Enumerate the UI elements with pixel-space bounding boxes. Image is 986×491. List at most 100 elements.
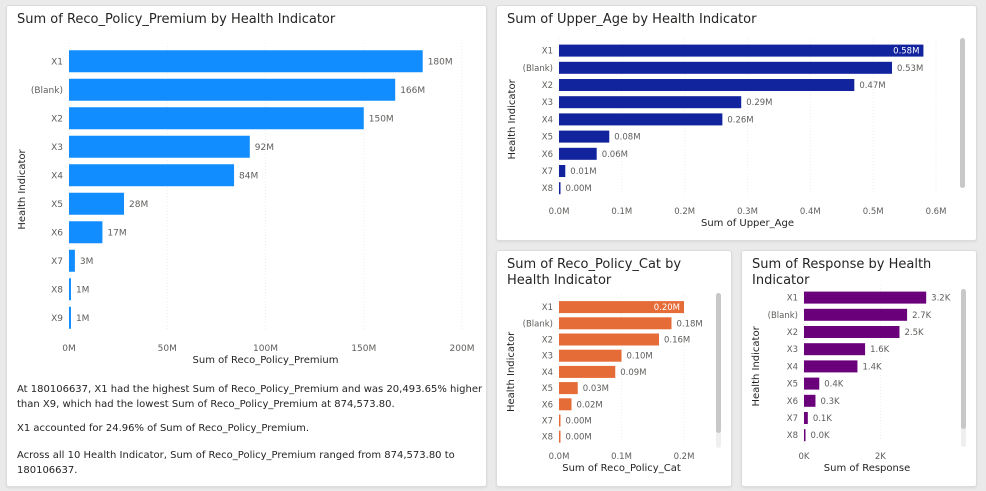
bar[interactable] xyxy=(559,365,616,378)
bar[interactable] xyxy=(69,306,71,329)
response-chart-title: Sum of Response by Health Indicator xyxy=(752,257,932,288)
bar[interactable] xyxy=(559,301,684,314)
bar[interactable] xyxy=(559,61,893,74)
data-label: 0.47M xyxy=(859,81,885,91)
data-label: 0.20M xyxy=(654,303,680,313)
category-label: (Blank) xyxy=(31,86,63,96)
category-label: X7 xyxy=(51,257,63,267)
category-label: X7 xyxy=(787,414,798,424)
category-label: X2 xyxy=(542,336,553,346)
bar[interactable] xyxy=(69,78,396,101)
policy-cat-bar-chart[interactable]: X1 0.20M (Blank) 0.18M X2 0.16M X3 0.10M X4 0.09M… xyxy=(497,251,732,487)
category-label: X3 xyxy=(542,98,553,108)
data-label: 0.02M xyxy=(577,400,603,410)
bar[interactable] xyxy=(559,317,672,330)
bar[interactable] xyxy=(69,249,75,272)
bar[interactable] xyxy=(804,343,866,356)
x-tick-label: 2K xyxy=(875,452,886,462)
category-label: X4 xyxy=(542,115,553,125)
premium-visual-card[interactable]: Sum of Reco_Policy_Premium by Health Ind… xyxy=(6,5,487,487)
data-label: 0.06M xyxy=(602,150,628,160)
response-scrollbar[interactable] xyxy=(961,289,966,429)
data-label: 0.53M xyxy=(897,64,923,74)
bar[interactable] xyxy=(804,326,900,338)
bar[interactable] xyxy=(69,50,423,73)
bar[interactable] xyxy=(559,414,561,427)
bar[interactable] xyxy=(804,291,927,304)
category-label: X3 xyxy=(787,345,798,355)
x-tick-label: 0.1M xyxy=(611,452,632,462)
category-label: (Blank) xyxy=(768,311,798,321)
data-label: 0.18M xyxy=(677,319,703,329)
bar[interactable] xyxy=(69,107,364,130)
bar[interactable] xyxy=(559,398,572,411)
data-label: 0.03M xyxy=(583,384,609,394)
bar[interactable] xyxy=(559,165,566,177)
bar[interactable] xyxy=(559,430,561,443)
data-label: 150M xyxy=(369,114,394,124)
bar[interactable] xyxy=(804,412,808,424)
data-label: 0.01M xyxy=(570,167,596,177)
bar[interactable] xyxy=(69,278,71,301)
bar[interactable] xyxy=(559,333,659,346)
bar[interactable] xyxy=(69,192,125,215)
x-tick-label: 0.2M xyxy=(674,207,695,217)
bar[interactable] xyxy=(804,394,816,407)
data-label: 1.6K xyxy=(870,345,890,355)
category-label: (Blank) xyxy=(523,64,553,74)
bar[interactable] xyxy=(804,360,858,373)
x-tick-label: 200M xyxy=(450,344,475,354)
data-label: 0.10M xyxy=(627,352,653,362)
data-label: 84M xyxy=(239,171,258,181)
bar[interactable] xyxy=(69,221,103,244)
bar[interactable] xyxy=(559,79,855,91)
premium-chart-title: Sum of Reco_Policy_Premium by Health Ind… xyxy=(17,12,336,27)
bar[interactable] xyxy=(559,147,597,160)
x-tick-label: 50M xyxy=(158,344,177,354)
upper-age-chart-title: Sum of Upper_Age by Health Indicator xyxy=(507,12,757,27)
response-visual-card[interactable]: Sum of Response by Health Indicator X1 3.… xyxy=(741,250,977,487)
y-axis-title: Health Indicator xyxy=(506,331,517,412)
policy-cat-scrollbar[interactable] xyxy=(716,293,721,433)
smart-narrative-2: X1 accounted for 24.96% of Sum of Reco_P… xyxy=(17,423,310,434)
bar[interactable] xyxy=(559,382,578,395)
category-label: X5 xyxy=(51,200,63,210)
data-label: 28M xyxy=(129,200,148,210)
bar[interactable] xyxy=(69,135,250,158)
bar[interactable] xyxy=(804,308,908,321)
category-label: X6 xyxy=(542,150,553,160)
upper-age-visual-card[interactable]: Sum of Upper_Age by Health Indicator X1 0… xyxy=(496,5,977,241)
x-tick-label: 150M xyxy=(351,344,376,354)
category-label: X7 xyxy=(542,167,553,177)
category-label: X4 xyxy=(542,368,553,378)
category-label: X5 xyxy=(787,380,798,390)
smart-narrative-3: Across all 10 Health Indicator, Sum of R… xyxy=(17,450,455,476)
upper-age-scrollbar[interactable] xyxy=(960,38,965,188)
bar[interactable] xyxy=(804,377,820,390)
category-label: X3 xyxy=(51,143,63,153)
bar[interactable] xyxy=(69,164,235,187)
x-tick-label: 0.1M xyxy=(611,207,632,217)
bar[interactable] xyxy=(559,44,924,57)
response-bar-chart[interactable]: X1 3.2K (Blank) 2.7K X2 2.5K X3 1.6K X4 1.4K X5 0.4… xyxy=(742,251,977,487)
category-label: X2 xyxy=(51,114,63,124)
data-label: 0.09M xyxy=(620,368,646,378)
premium-bar-chart[interactable]: X1 180M (Blank) 166M X2 150M X3 92M X4 84M X5 28M X6… xyxy=(7,6,487,378)
upper-age-bar-chart[interactable]: X1 0.58M (Blank) 0.53M X2 0.47M X3 0.29M X4 0.26M… xyxy=(497,6,977,241)
bar[interactable] xyxy=(804,429,806,442)
policy-cat-visual-card[interactable]: Sum of Reco_Policy_Cat by Health Indicat… xyxy=(496,250,732,487)
category-label: X3 xyxy=(542,352,553,362)
bar[interactable] xyxy=(559,182,561,195)
category-label: X1 xyxy=(542,303,553,313)
category-label: X8 xyxy=(787,431,798,441)
data-label: 0.16M xyxy=(664,336,690,346)
smart-narrative-1: At 180106637, X1 had the highest Sum of … xyxy=(17,384,483,410)
category-label: X4 xyxy=(51,171,63,181)
bar[interactable] xyxy=(559,96,742,109)
category-label: X6 xyxy=(542,400,553,410)
bar[interactable] xyxy=(559,113,723,126)
bar[interactable] xyxy=(559,130,610,143)
category-label: X4 xyxy=(787,362,798,372)
bar[interactable] xyxy=(559,349,622,362)
data-label: 92M xyxy=(255,143,274,153)
